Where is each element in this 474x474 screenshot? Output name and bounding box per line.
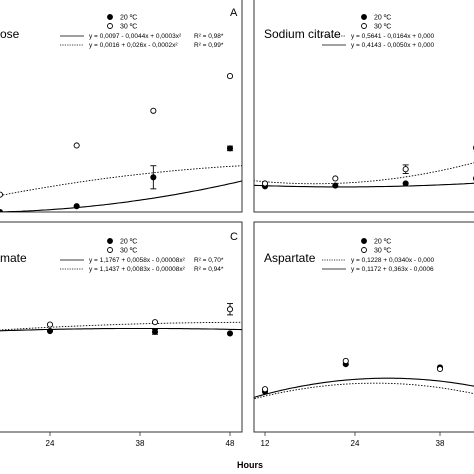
chart-panel-4: Aspartate 20 ºC 30 ºC y = 0,1228 + 0,0340x …: [253, 221, 474, 448]
data-point-30c: [261, 180, 269, 187]
plot-area: [0, 73, 242, 212]
panel-title: ose: [0, 27, 20, 41]
panel-frame: [253, 221, 474, 433]
data-point-30c: [73, 142, 80, 149]
fit-curve-dotted: [254, 382, 474, 400]
x-tick-label: 38: [136, 439, 145, 448]
legend-marker-filled: [107, 238, 113, 244]
data-point-20c: [226, 145, 234, 152]
data-point-30c: [226, 306, 234, 313]
legend-label: 30 ºC: [120, 24, 137, 31]
fit-equation: y = 0,1172 + 0,363x - 0,0006: [351, 266, 434, 273]
fit-curve-dotted: [0, 321, 242, 331]
plot-area: [254, 357, 474, 400]
data-point-30c: [151, 319, 159, 326]
legend-marker-filled: [107, 14, 113, 20]
legend-label: 30 ºC: [374, 24, 391, 31]
x-tick-label: 24: [46, 439, 55, 448]
chart-panel-3: mate C 20 ºC 30 ºC y = 1,1767 + 0,0058x - 0,…: [0, 221, 243, 448]
legend-marker-filled: [361, 14, 367, 20]
panel-frame: [0, 221, 243, 433]
data-point-30c: [0, 191, 4, 198]
r-squared: R² = 0,70*: [194, 257, 224, 264]
legend-label: 20 ºC: [120, 239, 137, 246]
data-point-20c: [0, 208, 4, 212]
legend-label: 20 ºC: [120, 15, 137, 22]
x-axis-label: Hours: [237, 460, 263, 470]
fit-curve-solid: [254, 182, 474, 188]
legend-marker-open: [361, 247, 367, 253]
legend-marker-filled: [361, 238, 367, 244]
panel-title: mate: [0, 251, 27, 265]
r-squared: R² = 0,99*: [194, 42, 224, 49]
fit-curve-solid: [0, 327, 242, 332]
data-point-30c: [261, 386, 269, 393]
data-point-30c: [226, 73, 234, 80]
fit-equation: y = 0,4143 - 0,0050x + 0,000: [351, 42, 435, 49]
fit-equation: y = 0,0097 - 0,0044x + 0,0003x²: [89, 33, 182, 40]
data-point-30c: [46, 321, 54, 328]
fit-equation: y = 0,5641 - 0,0164x + 0,000: [351, 33, 435, 40]
data-point-20c: [226, 330, 234, 337]
fit-curve-solid: [0, 180, 242, 212]
data-point-30c: [342, 357, 349, 364]
x-tick-label: 38: [436, 439, 445, 448]
legend-marker-open: [107, 23, 113, 29]
fit-equation: y = 1,1437 + 0,0083x - 0,00008x²: [89, 266, 186, 273]
data-point-20c: [46, 327, 54, 335]
r-squared: R² = 0,94*: [194, 266, 224, 273]
panel-title: Sodium citrate: [264, 27, 341, 41]
r-squared: R² = 0,98*: [194, 33, 224, 40]
data-point-20c: [332, 182, 339, 189]
plot-area: [254, 145, 474, 190]
data-point-20c: [151, 328, 159, 335]
fit-curve-dotted: [0, 165, 242, 196]
panel-title: Aspartate: [264, 251, 316, 265]
x-tick-label: 24: [351, 439, 360, 448]
fit-curve-solid: [254, 377, 474, 398]
panel-frame: [0, 0, 243, 213]
data-point-30c: [332, 175, 339, 182]
data-point-30c: [402, 166, 409, 173]
x-tick-label: 48: [226, 439, 235, 448]
fit-curve-dotted: [254, 162, 474, 185]
data-point-30c: [150, 107, 157, 114]
legend-marker-open: [107, 247, 113, 253]
chart-panel-1: ose A 20 ºC 30 ºC y = 0,0097 - 0,0044x + 0,0…: [0, 0, 243, 213]
panel-frame: [253, 0, 474, 213]
legend-marker-open: [361, 23, 367, 29]
data-point-20c: [150, 174, 157, 181]
legend-label: 20 ºC: [374, 239, 391, 246]
panel-letter: C: [230, 231, 238, 243]
legend-label: 30 ºC: [120, 248, 137, 255]
x-tick-label: 12: [261, 439, 270, 448]
panel-letter: A: [230, 7, 238, 19]
fit-equation: y = 1,1767 + 0,0058x - 0,00008x²: [89, 257, 186, 264]
data-point-30c: [436, 365, 444, 373]
fit-equation: y = 0,0016 + 0,026x - 0,0002x²: [89, 42, 178, 49]
data-point-20c: [402, 180, 409, 187]
plot-area: [0, 303, 242, 337]
data-point-20c: [73, 203, 80, 210]
legend-label: 30 ºC: [374, 248, 391, 255]
chart-panel-2: Sodium citrate 20 ºC 30 ºC y = 0,5641 - 0,0…: [253, 0, 474, 213]
fit-equation: y = 0,1228 + 0,0340x - 0,000: [351, 257, 435, 264]
legend-label: 20 ºC: [374, 15, 391, 22]
